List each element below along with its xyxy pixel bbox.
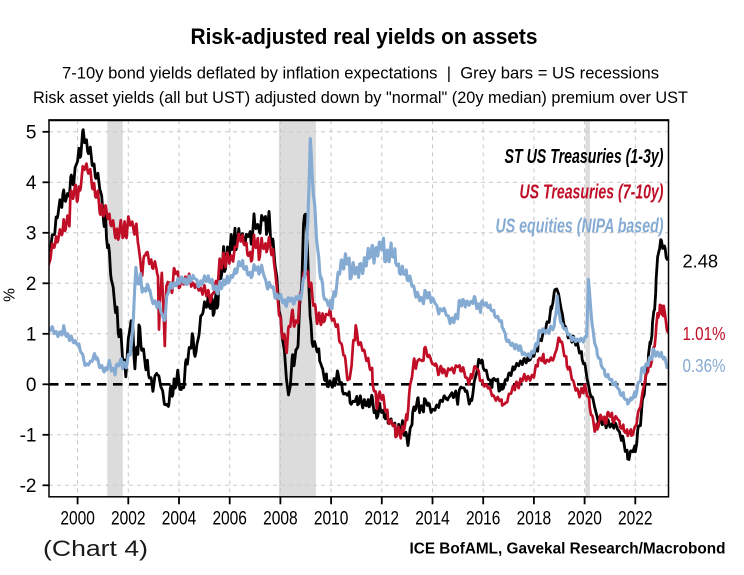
svg-text:(Chart 4): (Chart 4) bbox=[43, 536, 148, 561]
svg-text:-2: -2 bbox=[20, 476, 37, 497]
svg-text:%: % bbox=[1, 288, 18, 302]
svg-text:5: 5 bbox=[26, 122, 37, 143]
svg-text:7-10y bond yields deflated by: 7-10y bond yields deflated by inflation … bbox=[62, 65, 659, 83]
svg-text:1.01%: 1.01% bbox=[683, 323, 726, 344]
svg-text:US equities (NIPA based): US equities (NIPA based) bbox=[496, 215, 664, 238]
svg-text:2016: 2016 bbox=[466, 509, 501, 530]
svg-text:US Treasuries (7-10y): US Treasuries (7-10y) bbox=[520, 181, 664, 204]
svg-text:2018: 2018 bbox=[517, 509, 552, 530]
svg-text:2022: 2022 bbox=[618, 509, 653, 530]
svg-text:1: 1 bbox=[26, 324, 37, 345]
svg-text:4: 4 bbox=[26, 173, 37, 194]
svg-text:0: 0 bbox=[26, 375, 37, 396]
svg-text:Risk-adjusted real yields on a: Risk-adjusted real yields on assets bbox=[191, 24, 538, 49]
svg-text:2006: 2006 bbox=[212, 509, 247, 530]
svg-text:2010: 2010 bbox=[314, 509, 349, 530]
svg-text:2002: 2002 bbox=[111, 509, 146, 530]
svg-text:0.36%: 0.36% bbox=[683, 355, 726, 376]
svg-text:2.48: 2.48 bbox=[683, 251, 719, 272]
svg-text:2008: 2008 bbox=[263, 509, 298, 530]
svg-text:2020: 2020 bbox=[567, 509, 602, 530]
svg-text:Risk asset yields (all but UST: Risk asset yields (all but UST) adjusted… bbox=[33, 89, 688, 107]
svg-text:ST US Treasuries (1-3y): ST US Treasuries (1-3y) bbox=[505, 145, 664, 168]
svg-text:2: 2 bbox=[26, 274, 37, 295]
svg-text:3: 3 bbox=[26, 223, 37, 244]
svg-text:2012: 2012 bbox=[365, 509, 400, 530]
svg-text:2000: 2000 bbox=[60, 509, 95, 530]
svg-text:2014: 2014 bbox=[415, 509, 450, 530]
svg-text:ICE BofAML, Gavekal Research/M: ICE BofAML, Gavekal Research/Macrobond bbox=[410, 541, 726, 558]
svg-text:2004: 2004 bbox=[162, 509, 197, 530]
svg-text:-1: -1 bbox=[20, 425, 37, 446]
